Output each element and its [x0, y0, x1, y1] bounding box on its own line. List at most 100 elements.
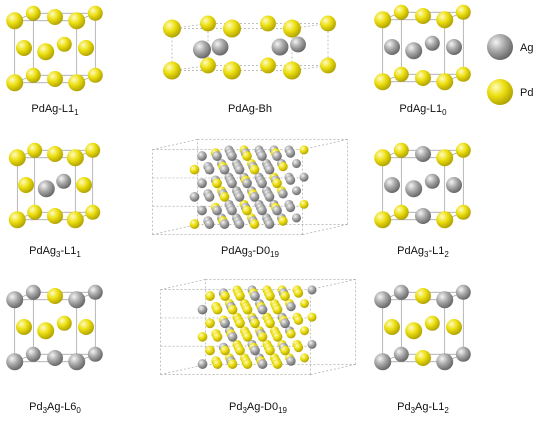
- atom-pd: [223, 19, 241, 38]
- atom-ag: [257, 178, 267, 189]
- atom-pd: [56, 315, 72, 331]
- atom-pd: [415, 8, 431, 24]
- label-text: -D0: [252, 245, 270, 257]
- atom-pd: [393, 204, 409, 220]
- cell-edge: [302, 139, 348, 150]
- structure-label: PdAg3-L11: [29, 245, 81, 259]
- label-subscript: 2: [444, 406, 449, 415]
- atom-pd: [47, 71, 63, 87]
- label-text: Ag-D0: [247, 401, 278, 413]
- atom-pd: [272, 359, 283, 369]
- label-subscript: 3: [56, 250, 61, 259]
- atom-ag: [374, 353, 392, 371]
- atom-ag: [299, 172, 309, 182]
- atom-pd: [299, 326, 310, 336]
- atom-pd: [384, 319, 400, 335]
- atom-ag: [290, 36, 306, 53]
- atom-ag: [6, 353, 24, 371]
- atom-pd: [189, 219, 200, 229]
- atom-pd: [286, 329, 296, 339]
- atom-ag: [204, 191, 215, 202]
- atom-ag: [264, 191, 275, 202]
- label-text: PdAg: [397, 245, 424, 257]
- label-text: PdAg: [221, 245, 248, 257]
- label-subscript: 19: [270, 250, 279, 259]
- atom-ag: [291, 186, 302, 196]
- atom-pd: [16, 319, 32, 335]
- cell-edge: [302, 224, 348, 235]
- atom-ag: [197, 178, 207, 189]
- atom-pd: [393, 4, 409, 20]
- label-text: Pd: [229, 401, 242, 413]
- atom-ag: [291, 159, 302, 169]
- atom-ag: [272, 151, 282, 161]
- atom-ag: [271, 38, 289, 56]
- atom-pd: [242, 359, 253, 369]
- structure-label: Pd3Ag-L60: [29, 401, 81, 415]
- atom-ag: [264, 164, 275, 175]
- atom-pd: [47, 208, 63, 224]
- atom-pd: [374, 11, 392, 29]
- atom-pd: [455, 66, 471, 82]
- structure-label: PdAg-L11: [31, 103, 79, 117]
- atom-pd: [283, 19, 301, 38]
- atom-pd: [260, 15, 276, 32]
- atom-ag: [68, 353, 86, 371]
- atom-pd: [25, 5, 41, 21]
- atom-pd: [197, 331, 208, 342]
- atom-ag: [189, 191, 200, 202]
- atom-pd: [85, 204, 101, 220]
- atom-pd: [27, 142, 43, 158]
- structure-label: PdAg3-L12: [397, 245, 449, 259]
- atom-ag: [204, 164, 215, 175]
- atom-pd: [200, 57, 216, 74]
- atom-pd: [415, 70, 431, 86]
- atom-ag: [227, 151, 237, 161]
- atom-pd: [205, 318, 215, 329]
- atom-pd: [265, 345, 275, 356]
- atom-ag: [436, 353, 454, 371]
- atom-ag: [257, 304, 268, 315]
- atom-ag: [446, 39, 462, 55]
- atom-ag: [25, 346, 41, 362]
- legend-swatch-pd: [487, 79, 513, 105]
- atom-ag: [220, 318, 230, 329]
- atom-pd: [446, 319, 462, 335]
- atom-pd: [235, 345, 245, 356]
- atom-ag: [212, 151, 222, 161]
- atom-pd: [227, 304, 238, 315]
- atom-pd: [76, 177, 92, 193]
- label-text: PdAg-L1: [399, 103, 442, 115]
- atom-pd: [227, 359, 238, 369]
- atom-ag: [197, 151, 207, 161]
- label-subscript: 3: [242, 406, 247, 415]
- atom-ag: [257, 151, 267, 161]
- atom-ag: [87, 284, 103, 300]
- atom-pd: [212, 304, 223, 315]
- atom-pd: [66, 211, 84, 229]
- label-subscript: 3: [248, 250, 253, 259]
- atom-ag: [278, 189, 288, 199]
- atom-ag: [286, 356, 296, 366]
- label-subscript: 3: [411, 406, 416, 415]
- atom-pd: [56, 36, 72, 52]
- atom-ag: [212, 205, 222, 216]
- atom-ag: [68, 291, 86, 309]
- atom-pd: [299, 145, 309, 155]
- atom-pd: [299, 353, 310, 363]
- atom-pd: [393, 142, 409, 158]
- atom-ag: [227, 205, 237, 216]
- atom-pd: [280, 345, 290, 356]
- atom-pd: [242, 205, 252, 216]
- atom-ag: [307, 285, 317, 295]
- label-text: Pd: [29, 401, 42, 413]
- atom-pd: [6, 12, 24, 30]
- atom-pd: [85, 142, 101, 158]
- atom-pd: [47, 9, 63, 25]
- atom-ag: [249, 191, 260, 202]
- atom-pd: [436, 11, 454, 29]
- label-subscript: 0: [76, 406, 81, 415]
- label-subscript: 3: [424, 250, 429, 259]
- label-text: Ag-L1: [415, 401, 444, 413]
- atom-pd: [293, 315, 304, 325]
